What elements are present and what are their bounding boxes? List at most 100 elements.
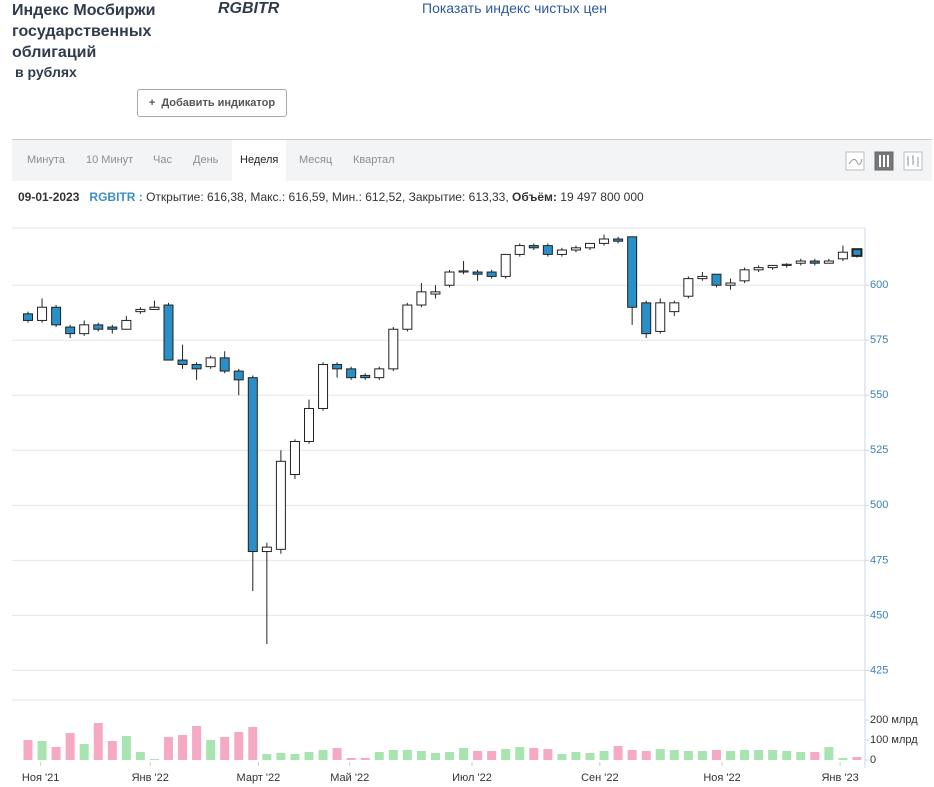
volume-bar — [51, 747, 61, 760]
y-tick-label: 425 — [870, 664, 888, 676]
tab[interactable]: Час — [153, 154, 172, 166]
candle-body — [205, 357, 216, 368]
candle-body — [275, 460, 286, 550]
candle-body — [627, 236, 638, 308]
candle-body — [641, 302, 652, 335]
volume-bar — [206, 740, 216, 760]
volume-bar — [135, 752, 145, 760]
volume-bar — [852, 757, 862, 760]
candle-body — [65, 326, 76, 335]
y-tick-label: 450 — [870, 609, 888, 621]
volume-bar — [613, 746, 623, 760]
volume-bar — [782, 751, 792, 760]
volume-bar — [262, 754, 272, 760]
volume-bar — [23, 740, 33, 760]
y-tick-label: 550 — [870, 389, 888, 401]
x-tick-label: Ноя '21 — [22, 772, 59, 784]
clean-price-link[interactable]: Показать индекс чистых цен — [422, 0, 607, 16]
volume-bar — [121, 736, 131, 760]
volume-bar — [304, 752, 314, 760]
tab[interactable]: Минута — [27, 154, 65, 166]
y-tick-label: 500 — [870, 499, 888, 511]
volume-bar — [641, 751, 651, 760]
candle-body — [360, 374, 371, 379]
candle-body — [402, 304, 413, 330]
candle-body — [528, 245, 539, 249]
candle-body — [51, 306, 62, 326]
candle-body — [753, 267, 764, 271]
volume-bar — [318, 750, 328, 760]
candle-body — [149, 306, 160, 310]
volume-bar — [838, 758, 848, 760]
volume-bar — [234, 732, 244, 760]
volume-bar — [543, 749, 553, 760]
candle-body — [163, 304, 174, 361]
candle-body — [304, 407, 314, 442]
volume-bar — [669, 750, 679, 760]
volume-bar — [388, 750, 398, 760]
candle-body — [472, 271, 483, 275]
volume-bar — [445, 752, 454, 760]
candle-body — [93, 324, 104, 330]
index-subtitle: в рублях — [15, 64, 77, 80]
volume-bar — [585, 753, 595, 760]
candle-body — [570, 247, 581, 251]
y-tick-label: 525 — [870, 444, 888, 456]
volume-bar — [711, 750, 721, 760]
candle-body — [289, 440, 300, 476]
volume-bar — [37, 741, 47, 760]
info-volume: 19 497 800 000 — [560, 190, 644, 204]
candle-body — [711, 273, 722, 286]
candle-body — [191, 363, 202, 370]
volume-bar — [473, 751, 483, 760]
volume-bar — [459, 748, 469, 760]
candle-body — [23, 313, 33, 321]
candle-body — [767, 264, 778, 269]
candle-body — [121, 319, 132, 330]
candle-body — [556, 249, 567, 255]
add-indicator-button[interactable]: + Добавить индикатор — [137, 89, 287, 117]
info-prices: Открытие: 616,38, Макс.: 616,59, Мин.: 6… — [146, 190, 509, 204]
line-glyph — [848, 158, 863, 165]
info-date: 09-01-2023 — [18, 190, 80, 204]
volume-bar — [164, 737, 173, 760]
candle-body — [444, 271, 455, 286]
candle-body — [781, 263, 792, 266]
volume-bar — [515, 747, 525, 760]
line-icon[interactable] — [845, 151, 865, 171]
candle-body — [599, 238, 610, 244]
candle-body — [332, 363, 343, 370]
candle-body — [655, 302, 666, 332]
candle-body — [739, 269, 750, 282]
y-tick-label: 600 — [870, 279, 888, 291]
tab[interactable]: Месяц — [299, 154, 333, 166]
candle-body — [135, 308, 146, 313]
ticker: RGBITR — [218, 0, 280, 17]
tab[interactable]: День — [193, 154, 219, 166]
tab[interactable]: Неделя — [232, 140, 287, 181]
volume-bar — [360, 758, 370, 760]
candle-body — [486, 271, 497, 277]
volume-bar — [416, 751, 426, 760]
x-tick-label: Янв '23 — [821, 772, 858, 784]
volume-bar — [627, 750, 637, 760]
x-tick-label: Сен '22 — [581, 772, 619, 784]
candle-body — [725, 282, 736, 286]
candle-body — [683, 278, 694, 297]
tab[interactable]: 10 Минут — [86, 154, 134, 166]
x-tick-label: Янв '22 — [132, 772, 169, 784]
volume-bar — [571, 752, 581, 760]
candle-body — [837, 251, 848, 260]
x-tick-label: Ноя '22 — [703, 772, 740, 784]
volume-bar — [557, 754, 567, 760]
candle-body — [500, 253, 511, 277]
candle-body — [430, 291, 441, 295]
y-tick-label: 475 — [870, 554, 888, 566]
volume-bar — [430, 753, 440, 760]
info-volume-label: Объём: — [512, 190, 557, 204]
volume-bar — [332, 748, 342, 760]
volume-bar — [683, 751, 693, 760]
volume-bar — [726, 751, 735, 760]
candle-body — [261, 546, 272, 553]
tab[interactable]: Квартал — [353, 154, 395, 166]
